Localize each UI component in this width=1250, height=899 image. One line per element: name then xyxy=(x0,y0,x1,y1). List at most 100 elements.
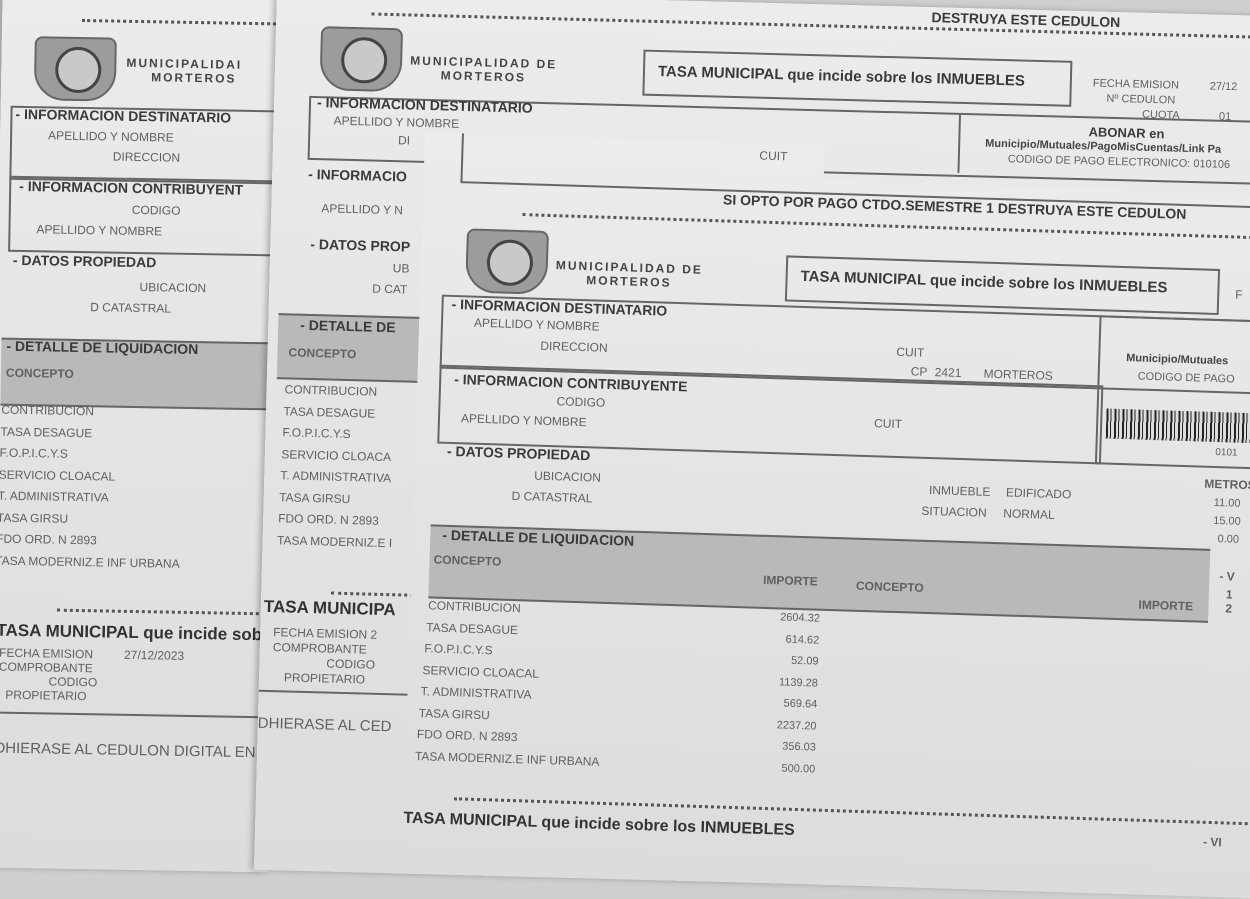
concept-item: TASA GIRSU xyxy=(279,489,351,506)
label: CUIT xyxy=(873,416,903,432)
concept-item: TASA MODERNIZ.E INF URBANA xyxy=(414,748,600,769)
label: SITUACION xyxy=(921,503,987,520)
due-date-value: 2 xyxy=(1225,601,1233,616)
amount-value: 52.09 xyxy=(790,654,819,668)
concept-item: T. ADMINISTRATIVA xyxy=(0,488,109,505)
label: CUIT xyxy=(759,148,788,164)
concept-item: TASA GIRSU xyxy=(0,510,69,526)
meters-value: 11.00 xyxy=(1213,496,1241,510)
label: CODIGO xyxy=(131,202,181,218)
municipal-crest-logo xyxy=(33,36,117,102)
column-header: IMPORTE xyxy=(1138,597,1194,614)
left-cedulon-sheet: MUNICIPALIDAI MORTEROS - INFORMACION DEST… xyxy=(0,0,285,873)
issue-date: 27/12 xyxy=(1209,80,1238,94)
municipality-line2: MORTEROS xyxy=(440,68,527,85)
property-type: EDIFICADO xyxy=(1005,485,1072,502)
label: F xyxy=(1235,287,1243,302)
municipality-name: MUNICIPALIDAI MORTEROS xyxy=(126,56,242,86)
label: CP xyxy=(910,364,928,379)
amount-value: 2237.20 xyxy=(776,718,817,733)
column-header: CONCEPTO xyxy=(433,552,502,569)
label: DIRECCION xyxy=(540,338,608,355)
postal-code: 2421 xyxy=(934,365,962,380)
concept-item: TASA DESAGUE xyxy=(0,424,93,440)
section-title: - INFORMACIO xyxy=(307,165,408,185)
label: PROPIETARIO xyxy=(283,670,366,687)
footer-text: DHIERASE AL CEDULON DIGITAL EN xyxy=(0,739,256,762)
label: CODIGO xyxy=(326,656,376,672)
section-title: - DATOS PROPIEDAD xyxy=(12,251,157,271)
concept-item: T. ADMINISTRATIVA xyxy=(420,684,532,702)
label: METROS xyxy=(1204,476,1250,493)
locality: MORTEROS xyxy=(983,366,1053,383)
concept-item: CONTRIBUCION xyxy=(1,402,95,419)
issue-date: 27/12/2023 xyxy=(123,647,185,663)
label: COMPROBANTE xyxy=(272,640,367,657)
amount-value: 614.62 xyxy=(785,633,820,647)
label: DI xyxy=(397,133,411,148)
concept-item: F.O.P.I.C.Y.S xyxy=(282,425,351,442)
label: UBICACION xyxy=(534,468,602,485)
label: PROPIETARIO xyxy=(5,687,87,704)
cut-line xyxy=(56,608,277,616)
column-header: CONCEPTO xyxy=(855,578,924,595)
label: FECHA EMISION 2 xyxy=(273,625,378,642)
concept-item: CONTRIBUCION xyxy=(427,598,521,616)
label: COMPROBANTE xyxy=(0,659,93,676)
label: CODIGO xyxy=(556,394,606,410)
amount-value: 500.00 xyxy=(781,762,816,776)
municipality-line2: MORTEROS xyxy=(151,70,237,86)
municipality-name: MUNICIPALIDAD DE MORTEROS xyxy=(410,54,557,86)
stub-title: TASA MUNICIPAL que incide sob xyxy=(0,620,263,645)
concept-item: CONTRIBUCION xyxy=(284,382,378,399)
concept-item: FDO ORD. N 2893 xyxy=(0,531,97,548)
column-header: CONCEPTO xyxy=(5,365,74,381)
concept-item: TASA DESAGUE xyxy=(426,619,519,637)
concept-item: F.O.P.I.C.Y.S xyxy=(424,641,493,658)
cut-line xyxy=(82,18,283,26)
due-dates-header: - V xyxy=(1219,569,1235,584)
footer-text: DHIERASE AL CED xyxy=(257,714,392,736)
concept-item: FDO ORD. N 2893 xyxy=(416,727,518,745)
column-header: CONCEPTO xyxy=(288,345,357,362)
concept-item: T. ADMINISTRATIVA xyxy=(280,468,392,486)
due-dates-header: - VI xyxy=(1202,834,1222,850)
divider xyxy=(0,711,281,719)
stub-title: TASA MUNICIPAL que incide sobre los INMU… xyxy=(403,809,795,839)
label: APELLIDO Y NOMBRE xyxy=(36,222,163,239)
concept-item: SERVICIO CLOACAL xyxy=(0,467,116,484)
section-title: - DATOS PROPIEDAD xyxy=(446,442,591,464)
label: UB xyxy=(392,261,410,276)
due-date-value: 1 xyxy=(1225,587,1233,602)
label: UBICACION xyxy=(139,280,207,296)
meters-value: 0.00 xyxy=(1217,533,1240,546)
label: D CAT xyxy=(372,281,408,297)
meters-value: 15.00 xyxy=(1212,514,1241,528)
section-title: - DETALLE DE LIQUIDACION xyxy=(6,337,199,358)
column-header: IMPORTE xyxy=(762,572,818,589)
label: CUIT xyxy=(896,344,925,360)
concept-item: F.O.P.I.C.Y.S xyxy=(0,445,68,461)
amount-value: 1139.28 xyxy=(778,675,819,690)
concept-item: TASA DESAGUE xyxy=(283,403,376,421)
concept-item: TASA MODERNIZ.E INF URBANA xyxy=(0,553,180,571)
label: D CATASTRAL xyxy=(90,300,172,316)
municipal-crest-logo xyxy=(319,26,404,93)
barcode xyxy=(1106,409,1250,444)
label: FECHA EMISION xyxy=(1092,77,1180,92)
barcode-number: 0101 xyxy=(1215,446,1238,459)
section-title: - DETALLE DE xyxy=(300,316,396,336)
concept-item: FDO ORD. N 2893 xyxy=(277,511,380,528)
concept-item: SERVICIO CLOACAL xyxy=(422,662,540,681)
municipality-name: MUNICIPALIDAD DE MORTEROS xyxy=(555,258,703,291)
concept-item: TASA GIRSU xyxy=(418,705,491,722)
front-cedulon-sheet: CUIT SI OPTO POR PAGO CTDO.SEMESTRE 1 DE… xyxy=(402,132,1250,899)
property-status: NORMAL xyxy=(1003,506,1055,522)
stub-title: TASA MUNICIPA xyxy=(263,596,396,620)
pay-at-label: ABONAR en xyxy=(1088,124,1165,142)
municipal-crest-logo xyxy=(465,228,549,295)
label: Nº CEDULON xyxy=(1106,92,1176,107)
amount-value: 569.64 xyxy=(783,697,818,711)
label: D CATASTRAL xyxy=(511,488,593,506)
section-title: - DATOS PROP xyxy=(310,235,411,255)
